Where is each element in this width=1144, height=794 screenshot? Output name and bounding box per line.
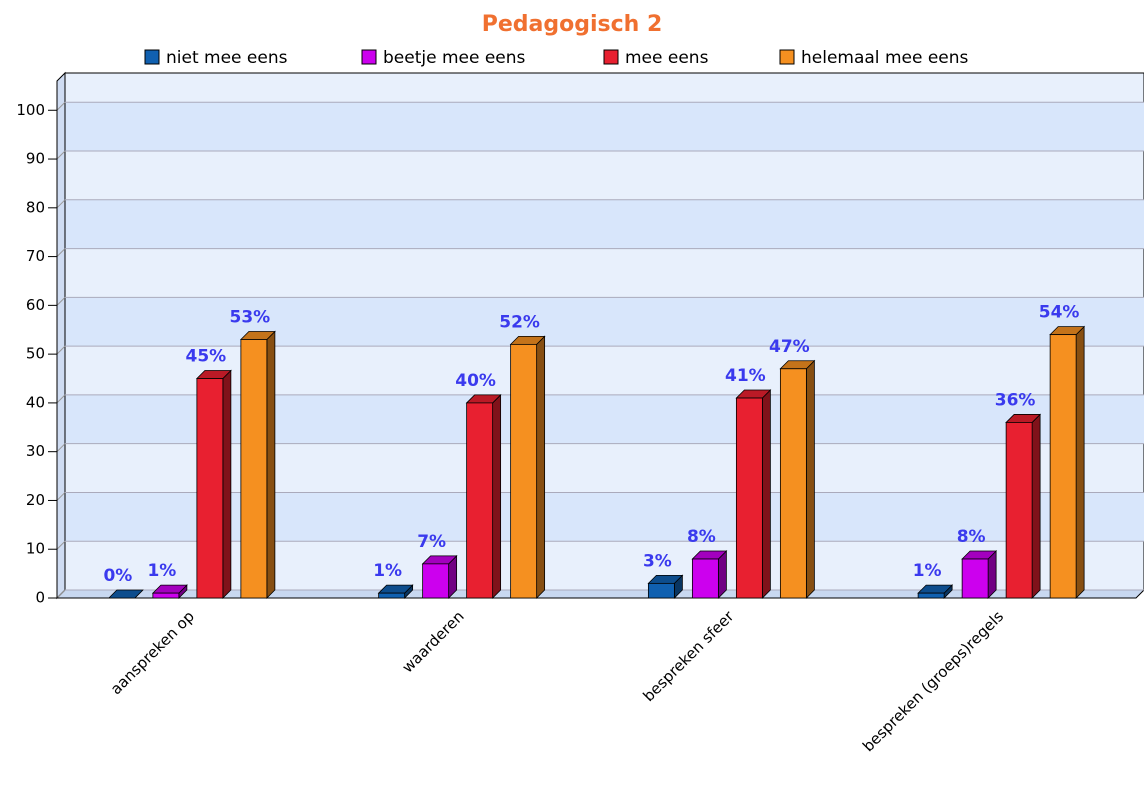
grid-line <box>56 589 66 599</box>
value-label: 1% <box>147 561 176 581</box>
value-label: 8% <box>957 527 986 547</box>
bar <box>465 393 502 599</box>
bar-front <box>378 592 406 599</box>
value-label: 1% <box>913 561 942 581</box>
grid-line <box>56 394 66 404</box>
bar-side <box>1031 413 1041 599</box>
bar-side <box>805 359 815 599</box>
bar-front <box>422 563 450 599</box>
chart-title: Pedagogisch 2 <box>482 12 663 37</box>
bar-side <box>266 330 276 599</box>
bar-side <box>536 335 546 599</box>
y-tick-label: 10 <box>26 540 45 558</box>
bar-front <box>779 368 807 599</box>
legend-swatch <box>603 49 619 65</box>
value-label: 1% <box>373 561 402 581</box>
bar <box>377 584 414 599</box>
bar <box>917 584 954 599</box>
bar <box>509 335 546 599</box>
bar <box>107 589 144 599</box>
bar <box>239 330 276 599</box>
y-tick-label: 70 <box>26 247 45 265</box>
x-tick-label: aanspreken op <box>107 607 198 698</box>
grid-line <box>56 248 66 257</box>
value-label: 41% <box>725 366 766 386</box>
bar <box>421 554 458 599</box>
y-tick-label: 50 <box>26 345 45 363</box>
bar <box>1049 325 1086 599</box>
bar <box>961 550 998 599</box>
bar-front <box>735 397 763 599</box>
bar <box>735 389 772 599</box>
bar-top <box>107 589 144 599</box>
grid-line <box>56 540 66 550</box>
legend-label: helemaal mee eens <box>801 48 969 68</box>
bar <box>691 550 728 599</box>
legend-label: niet mee eens <box>166 48 288 68</box>
bar <box>779 359 816 599</box>
grid-line <box>56 101 66 111</box>
value-label: 8% <box>687 527 716 547</box>
bar-front <box>691 558 719 599</box>
bar-front <box>152 592 180 599</box>
value-label: 53% <box>230 308 271 328</box>
bar-side <box>761 389 771 599</box>
y-tick-label: 40 <box>26 393 45 411</box>
bar-front <box>196 378 224 599</box>
value-label: 40% <box>455 371 496 391</box>
bar <box>195 369 232 599</box>
wall-stripe <box>65 102 1144 152</box>
value-label: 7% <box>417 532 446 552</box>
grid-line <box>56 297 66 306</box>
value-label: 54% <box>1039 303 1080 323</box>
y-tick-label: 20 <box>26 491 45 509</box>
value-label: 47% <box>769 337 810 357</box>
y-tick-label: 100 <box>16 101 45 119</box>
legend-label: mee eens <box>625 48 709 68</box>
bar-front <box>917 592 945 599</box>
bar-side <box>1075 325 1085 599</box>
bar-side <box>492 393 502 599</box>
bar-front <box>510 343 538 599</box>
bar-front <box>466 402 494 599</box>
grid-line <box>56 199 66 209</box>
y-tick-label: 60 <box>26 296 45 314</box>
legend-swatch <box>361 49 377 65</box>
value-label: 3% <box>643 551 672 571</box>
bar <box>151 584 188 599</box>
value-label: 36% <box>995 390 1036 410</box>
grid-line <box>56 150 66 160</box>
y-tick-label: 0 <box>35 589 45 607</box>
x-tick-label: bespreken sfeer <box>639 607 738 706</box>
y-tick-label: 80 <box>26 198 45 216</box>
bar-front <box>647 582 675 599</box>
y-tick-label: 30 <box>26 442 45 460</box>
value-label: 45% <box>186 347 227 367</box>
grid-line <box>56 492 66 501</box>
bar-front <box>961 558 989 599</box>
y-tick-label: 90 <box>26 150 45 168</box>
value-label: 0% <box>103 566 132 586</box>
wall-stripe <box>65 297 1144 347</box>
grid-line <box>56 345 66 355</box>
bar-side <box>222 369 232 599</box>
legend-swatch <box>144 49 160 65</box>
legend-label: beetje mee eens <box>383 48 526 68</box>
bar-front <box>1005 422 1033 599</box>
x-tick-label: bespreken (groeps)regels <box>859 607 1007 755</box>
wall-stripe <box>65 199 1144 249</box>
legend-swatch <box>779 49 795 65</box>
bar-front <box>240 339 268 599</box>
bar <box>647 574 684 599</box>
grid-line <box>56 443 66 453</box>
x-tick-label: waarderen <box>398 607 467 676</box>
bar <box>1005 413 1042 599</box>
value-label: 52% <box>499 312 540 332</box>
bar-front <box>1049 334 1077 599</box>
